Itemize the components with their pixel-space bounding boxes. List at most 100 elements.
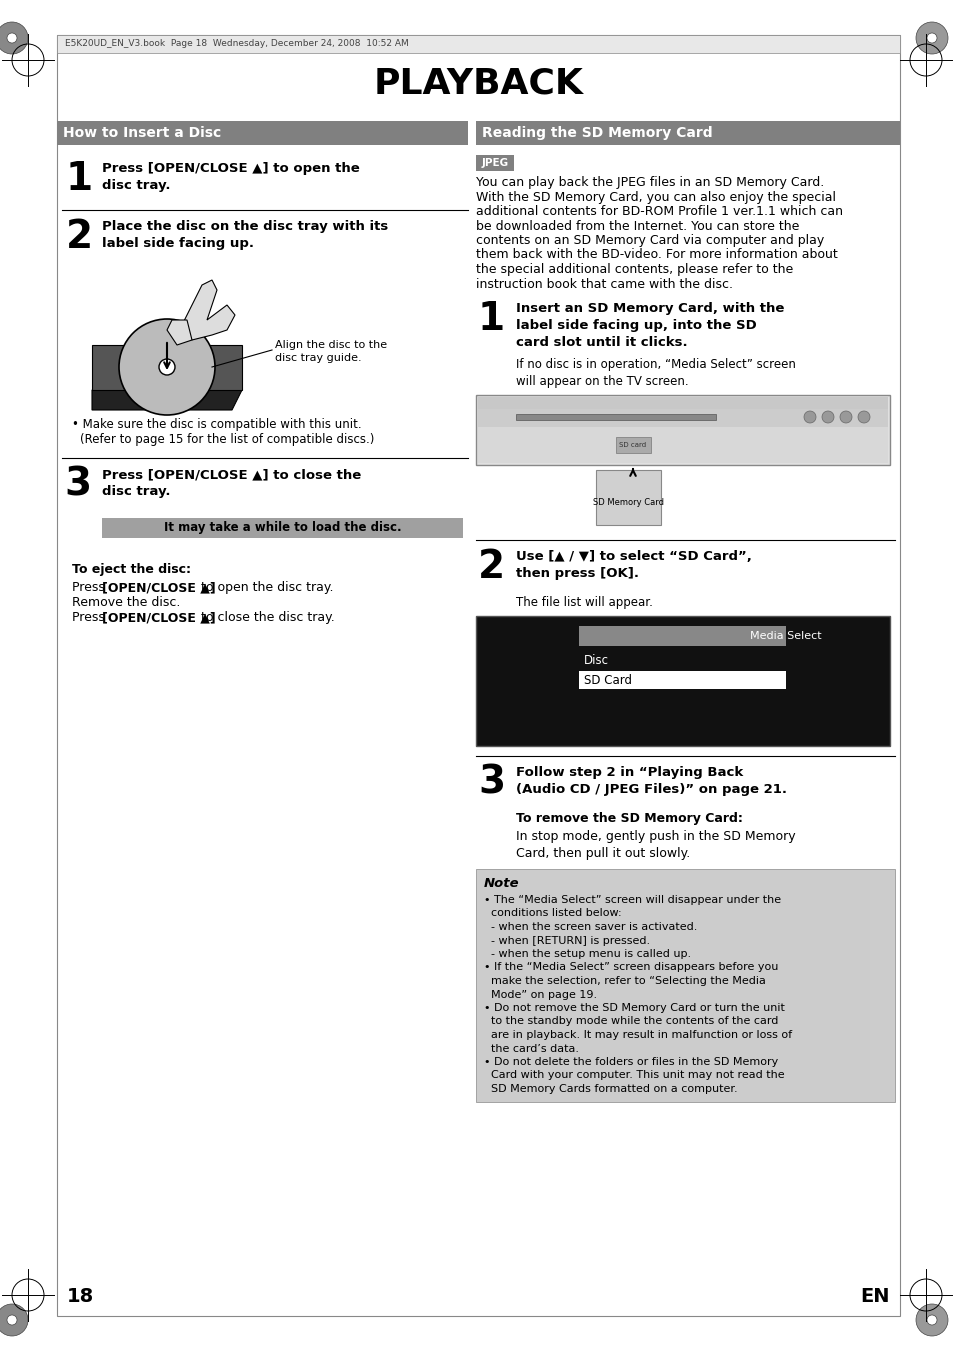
Bar <box>476 122 899 145</box>
Text: How to Insert a Disc: How to Insert a Disc <box>63 126 221 141</box>
Text: - when the screen saver is activated.: - when the screen saver is activated. <box>483 921 697 932</box>
Text: • Do not remove the SD Memory Card or turn the unit: • Do not remove the SD Memory Card or tu… <box>483 1002 784 1013</box>
Text: Use [▲ / ▼] to select “SD Card”,
then press [OK].: Use [▲ / ▼] to select “SD Card”, then pr… <box>516 550 751 580</box>
Bar <box>476 869 894 1101</box>
Text: 3: 3 <box>64 466 91 504</box>
Bar <box>476 394 889 465</box>
Text: to the standby mode while the contents of the card: to the standby mode while the contents o… <box>483 1016 778 1027</box>
Circle shape <box>821 411 833 423</box>
Bar <box>477 397 887 409</box>
Polygon shape <box>167 320 192 345</box>
Text: Press [OPEN/CLOSE ▲] to open the
disc tray.: Press [OPEN/CLOSE ▲] to open the disc tr… <box>102 162 359 192</box>
Text: JPEG: JPEG <box>481 158 508 168</box>
Polygon shape <box>91 390 242 409</box>
Circle shape <box>0 22 28 54</box>
Circle shape <box>915 22 947 54</box>
Circle shape <box>7 32 17 43</box>
Circle shape <box>0 1304 28 1336</box>
Text: • Do not delete the folders or files in the SD Memory: • Do not delete the folders or files in … <box>483 1056 778 1067</box>
Text: the special additional contents, please refer to the: the special additional contents, please … <box>476 263 792 276</box>
Text: Reading the SD Memory Card: Reading the SD Memory Card <box>481 126 712 141</box>
Text: To remove the SD Memory Card:: To remove the SD Memory Card: <box>516 812 742 825</box>
Bar <box>578 651 785 669</box>
Text: Press: Press <box>71 611 109 624</box>
Text: In stop mode, gently push in the SD Memory
Card, then pull it out slowly.: In stop mode, gently push in the SD Memo… <box>516 830 795 861</box>
Circle shape <box>857 411 869 423</box>
Polygon shape <box>91 345 242 390</box>
Text: 2: 2 <box>477 549 504 586</box>
Text: (Refer to page 15 for the list of compatible discs.): (Refer to page 15 for the list of compat… <box>80 434 374 446</box>
Text: Disc: Disc <box>583 654 608 666</box>
Text: Align the disc to the
disc tray guide.: Align the disc to the disc tray guide. <box>274 340 387 363</box>
Circle shape <box>926 1315 936 1325</box>
Text: make the selection, refer to “Selecting the Media: make the selection, refer to “Selecting … <box>483 975 765 986</box>
Bar <box>476 616 889 746</box>
Circle shape <box>915 1304 947 1336</box>
Text: to open the disc tray.: to open the disc tray. <box>196 581 334 594</box>
Bar <box>57 35 899 53</box>
Bar <box>477 409 887 427</box>
Text: To eject the disc:: To eject the disc: <box>71 563 191 576</box>
Text: [OPEN/CLOSE ▲]: [OPEN/CLOSE ▲] <box>102 611 215 624</box>
Text: [OPEN/CLOSE ▲]: [OPEN/CLOSE ▲] <box>102 581 215 594</box>
Text: Card with your computer. This unit may not read the: Card with your computer. This unit may n… <box>483 1070 783 1081</box>
Text: are in playback. It may result in malfunction or loss of: are in playback. It may result in malfun… <box>483 1029 791 1040</box>
Bar <box>476 155 514 172</box>
Text: to close the disc tray.: to close the disc tray. <box>196 611 335 624</box>
Text: contents on an SD Memory Card via computer and play: contents on an SD Memory Card via comput… <box>476 234 823 247</box>
Circle shape <box>840 411 851 423</box>
Text: 18: 18 <box>67 1286 94 1305</box>
Polygon shape <box>182 280 234 340</box>
Text: If no disc is in operation, “Media Select” screen
will appear on the TV screen.: If no disc is in operation, “Media Selec… <box>516 358 795 388</box>
Bar <box>578 671 785 689</box>
Text: • Make sure the disc is compatible with this unit.: • Make sure the disc is compatible with … <box>71 417 361 431</box>
Text: It may take a while to load the disc.: It may take a while to load the disc. <box>164 521 401 535</box>
Text: The file list will appear.: The file list will appear. <box>516 596 652 609</box>
Bar <box>596 470 660 526</box>
Text: SD Card: SD Card <box>583 674 631 686</box>
Bar <box>57 122 468 145</box>
Text: be downloaded from the Internet. You can store the: be downloaded from the Internet. You can… <box>476 219 799 232</box>
Text: additional contents for BD-ROM Profile 1 ver.1.1 which can: additional contents for BD-ROM Profile 1… <box>476 205 842 218</box>
Text: Insert an SD Memory Card, with the
label side facing up, into the SD
card slot u: Insert an SD Memory Card, with the label… <box>516 303 783 349</box>
Text: instruction book that came with the disc.: instruction book that came with the disc… <box>476 277 732 290</box>
Text: Media Select: Media Select <box>749 631 821 640</box>
Text: Mode” on page 19.: Mode” on page 19. <box>483 989 597 1000</box>
Text: the card’s data.: the card’s data. <box>483 1043 578 1054</box>
Text: PLAYBACK: PLAYBACK <box>374 66 583 100</box>
Text: Place the disc on the disc tray with its
label side facing up.: Place the disc on the disc tray with its… <box>102 220 388 250</box>
Text: With the SD Memory Card, you can also enjoy the special: With the SD Memory Card, you can also en… <box>476 190 835 204</box>
Circle shape <box>159 359 174 376</box>
Text: 1: 1 <box>477 300 504 338</box>
Circle shape <box>119 319 214 415</box>
Text: SD Memory Cards formatted on a computer.: SD Memory Cards formatted on a computer. <box>483 1084 737 1094</box>
Text: You can play back the JPEG files in an SD Memory Card.: You can play back the JPEG files in an S… <box>476 176 823 189</box>
Text: 2: 2 <box>66 218 93 255</box>
Bar <box>477 427 887 463</box>
Bar <box>616 436 650 453</box>
Text: Note: Note <box>483 877 519 890</box>
Text: Press [OPEN/CLOSE ▲] to close the
disc tray.: Press [OPEN/CLOSE ▲] to close the disc t… <box>102 467 361 499</box>
Text: 3: 3 <box>477 765 504 802</box>
Circle shape <box>926 32 936 43</box>
Text: Remove the disc.: Remove the disc. <box>71 596 180 609</box>
Text: E5K20UD_EN_V3.book  Page 18  Wednesday, December 24, 2008  10:52 AM: E5K20UD_EN_V3.book Page 18 Wednesday, De… <box>65 39 408 49</box>
Text: • The “Media Select” screen will disappear under the: • The “Media Select” screen will disappe… <box>483 894 781 905</box>
Text: 1: 1 <box>66 159 93 199</box>
Text: EN: EN <box>860 1286 889 1305</box>
Text: conditions listed below:: conditions listed below: <box>483 908 621 919</box>
Text: SD Memory Card: SD Memory Card <box>593 499 663 507</box>
Text: • If the “Media Select” screen disappears before you: • If the “Media Select” screen disappear… <box>483 962 778 973</box>
Text: SD card: SD card <box>618 442 646 449</box>
Text: Follow step 2 in “Playing Back
(Audio CD / JPEG Files)” on page 21.: Follow step 2 in “Playing Back (Audio CD… <box>516 766 786 796</box>
Bar <box>516 413 716 420</box>
Text: - when the setup menu is called up.: - when the setup menu is called up. <box>483 948 690 959</box>
Bar <box>578 626 785 646</box>
Text: Press: Press <box>71 581 109 594</box>
Text: them back with the BD-video. For more information about: them back with the BD-video. For more in… <box>476 249 837 262</box>
Bar <box>102 517 462 538</box>
Bar <box>57 35 899 1316</box>
Text: - when [RETURN] is pressed.: - when [RETURN] is pressed. <box>483 935 649 946</box>
Circle shape <box>803 411 815 423</box>
Circle shape <box>7 1315 17 1325</box>
